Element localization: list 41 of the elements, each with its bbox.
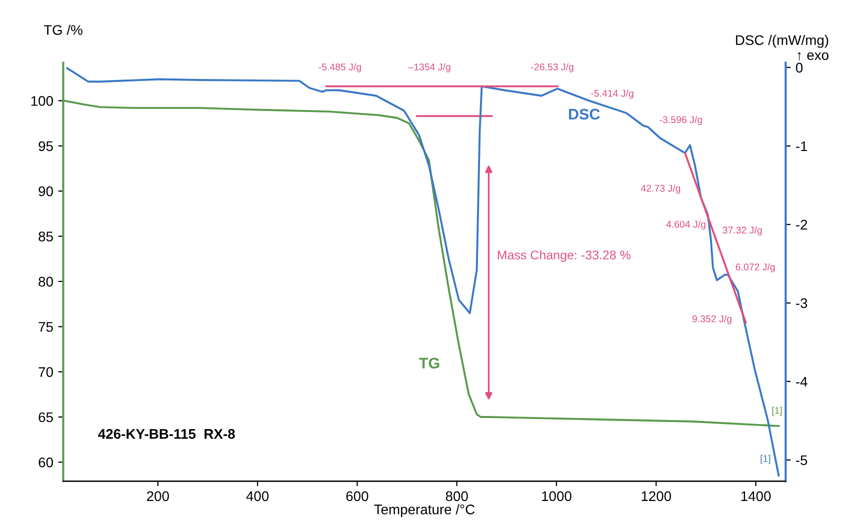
annotation: DSC bbox=[569, 108, 600, 120]
annotation: -5.485 J/g bbox=[318, 63, 361, 72]
annotation: 42.73 J/g bbox=[640, 184, 680, 194]
annotation: –1354 J/g bbox=[408, 63, 450, 72]
y2-tick-label: -2 bbox=[796, 220, 808, 230]
y-tick-label: 65 bbox=[38, 412, 53, 422]
annotation: [1] bbox=[760, 454, 770, 464]
y-tick-label: 95 bbox=[38, 141, 53, 152]
x-tick-label: 1200 bbox=[642, 491, 672, 502]
annotation: -3.596 J/g bbox=[660, 116, 702, 126]
annotation: 9.352 J/g bbox=[692, 315, 732, 324]
y-tick-label: 90 bbox=[38, 186, 53, 196]
y-axis-title: TG /% bbox=[44, 24, 82, 35]
y2-tick-label: 0 bbox=[796, 62, 803, 73]
annotation: 4.604 J/g bbox=[666, 220, 706, 230]
x-tick-label: 600 bbox=[346, 491, 368, 502]
y2-tick-label: -3 bbox=[796, 298, 808, 308]
annotation: [1] bbox=[772, 406, 782, 416]
annotation: TG bbox=[419, 358, 440, 369]
x-tick-label: 1000 bbox=[542, 491, 572, 502]
annotation: -26.53 J/g bbox=[531, 63, 574, 72]
y-tick-label: 75 bbox=[38, 322, 53, 332]
y-tick-label: 60 bbox=[38, 458, 53, 468]
annotation: 426-KY-BB-115 RX-8 bbox=[98, 429, 235, 439]
y2-tick-label: -4 bbox=[796, 376, 808, 386]
y2-tick-label: -1 bbox=[796, 141, 808, 151]
y-tick-label: 70 bbox=[38, 367, 53, 377]
annotation: 37.32 J/g bbox=[722, 226, 762, 236]
annotation: -5.414 J/g bbox=[591, 90, 634, 99]
annotation: Mass Change: -33.28 % bbox=[498, 250, 630, 262]
y-tick-label: 100 bbox=[31, 96, 53, 106]
x-axis-title: Temperature /°C bbox=[374, 504, 475, 518]
x-tick-label: 200 bbox=[147, 491, 169, 502]
y2-tick-label: -5 bbox=[796, 455, 808, 466]
y-tick-label: 85 bbox=[38, 232, 53, 242]
x-tick-label: 400 bbox=[246, 491, 269, 502]
y-tick-label: 80 bbox=[38, 276, 53, 287]
y2-axis-title: DSC /(mW/mg) ↑ exo bbox=[736, 34, 828, 60]
x-tick-label: 1400 bbox=[741, 491, 771, 502]
x-tick-label: 800 bbox=[446, 491, 468, 502]
annotation: 6.072 J/g bbox=[736, 263, 775, 272]
